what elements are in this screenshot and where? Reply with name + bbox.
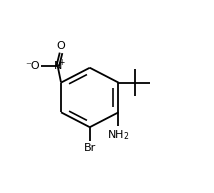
Text: NH$_2$: NH$_2$ [107, 128, 130, 142]
Text: N: N [54, 61, 62, 71]
Text: O: O [57, 41, 65, 51]
Text: Br: Br [84, 143, 96, 153]
Text: +: + [58, 58, 65, 68]
Text: ⁻O: ⁻O [25, 61, 40, 71]
